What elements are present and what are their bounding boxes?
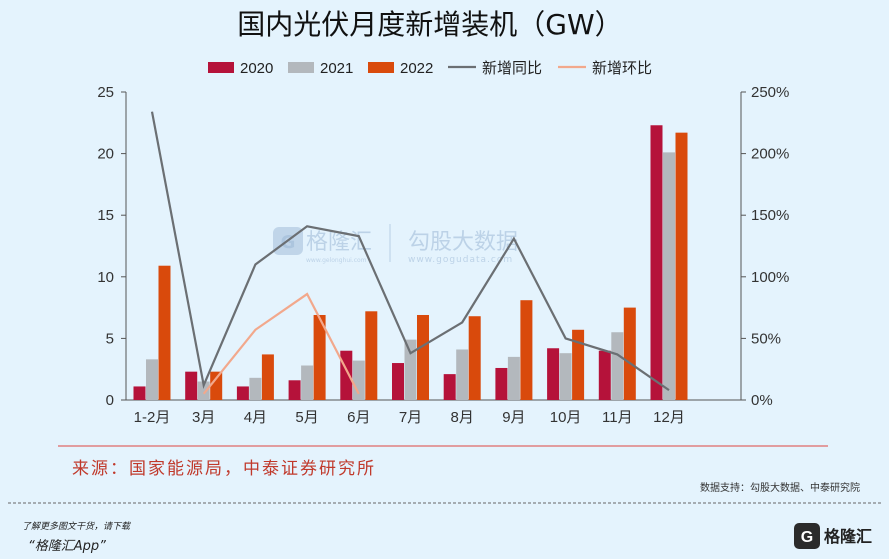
lines: [150, 111, 670, 395]
left-tick-label: 5: [106, 330, 114, 347]
left-tick-label: 0: [106, 392, 114, 409]
category-label: 7月: [399, 409, 422, 426]
bar-2021-8: [559, 353, 572, 400]
svg-text:G: G: [801, 529, 813, 546]
bar-2022-3: [313, 314, 326, 400]
bar-2022-10: [675, 132, 688, 400]
bar-2020-9: [598, 350, 611, 400]
bar-2021-0: [146, 359, 158, 400]
bar-2022-2: [261, 354, 274, 400]
watermark-brand2: 勾股大数据: [408, 230, 518, 255]
watermark: G 格隆汇 www.gelonghui.com 勾股大数据 www.goguda…: [273, 224, 518, 265]
bar-2021-1: [197, 381, 210, 400]
right-tick-label: 50%: [751, 330, 781, 347]
bar-2021-3: [301, 365, 314, 400]
right-axis-ticks: 0% 50% 100% 150% 200% 250%: [741, 84, 789, 409]
right-tick-label: 150%: [751, 207, 789, 224]
category-label: 9月: [502, 409, 525, 426]
category-label: 10月: [550, 409, 582, 426]
bar-2021-7: [507, 356, 520, 400]
bar-2022-9: [623, 307, 636, 400]
category-label: 11月: [602, 409, 633, 426]
category-label: 8月: [451, 409, 474, 426]
axes: [125, 92, 742, 401]
bar-2021-9: [611, 332, 624, 400]
bar-2022-5: [417, 314, 429, 400]
support-text: 数据支持：勾股大数据、中泰研究院: [700, 481, 860, 494]
bar-2020-1: [185, 371, 198, 400]
bar-2020-4: [340, 350, 353, 400]
svg-text:G: G: [281, 232, 296, 253]
legend-swatch: [208, 62, 234, 73]
footer-line2: “格隆汇App”: [28, 539, 106, 554]
right-tick-label: 250%: [751, 84, 789, 101]
left-tick-label: 20: [97, 146, 114, 163]
bar-2020-10: [650, 125, 663, 400]
right-tick-label: 200%: [751, 146, 789, 163]
bar-2020-2: [236, 386, 249, 400]
left-tick-label: 25: [97, 84, 114, 101]
footer-logo: G 格隆汇: [794, 523, 872, 549]
bar-2020-5: [392, 363, 404, 400]
bar-2022-0: [158, 265, 171, 400]
legend-label: 2020: [240, 60, 273, 77]
line-新增同比: [150, 111, 670, 392]
category-label: 1-2月: [134, 409, 171, 426]
category-label: 6月: [347, 409, 370, 426]
footer-brand: 格隆汇: [824, 527, 872, 546]
legend-swatch: [368, 62, 394, 73]
category-label: 5月: [295, 409, 318, 426]
left-axis-ticks: 0 5 10 15 20 25: [97, 84, 126, 409]
line-新增环比: [202, 292, 360, 395]
bar-2022-8: [572, 329, 585, 400]
legend-label: 新增环比: [592, 60, 652, 77]
legend-swatch: [288, 62, 314, 73]
left-tick-label: 10: [97, 269, 114, 286]
bar-2022-6: [468, 316, 481, 400]
bars: [133, 125, 688, 400]
chart-title: 国内光伏月度新增装机（GW）: [237, 8, 622, 41]
category-label: 12月: [653, 409, 685, 426]
category-labels: 1-2月 3月 4月 5月 6月 7月 8月 9月 10月 11月 12月: [134, 409, 685, 426]
right-tick-label: 100%: [751, 269, 789, 286]
bar-2020-3: [288, 380, 301, 400]
bar-2021-5: [404, 339, 417, 400]
gelonghui-logo-icon: [794, 523, 820, 549]
bar-2022-7: [520, 300, 533, 400]
legend: 2020 2021 2022 新增同比 新增环比: [208, 60, 652, 77]
bar-2022-1: [210, 371, 223, 400]
bar-2021-10: [663, 152, 675, 400]
legend-label: 新增同比: [482, 60, 542, 77]
bar-2020-7: [495, 367, 508, 400]
category-label: 4月: [244, 409, 267, 426]
bar-2021-6: [456, 349, 469, 400]
source-text: 来源：国家能源局，中泰证券研究所: [72, 459, 376, 479]
bar-2020-0: [133, 386, 146, 400]
left-tick-label: 15: [97, 207, 114, 224]
watermark-brand2-url: www.gogudata.com: [408, 255, 513, 265]
legend-label: 2021: [320, 60, 353, 77]
footer-line1: 了解更多图文干货，请下载: [22, 521, 131, 532]
bar-2021-4: [352, 360, 365, 400]
bar-2020-8: [547, 348, 560, 400]
bar-2022-4: [365, 311, 378, 400]
right-tick-label: 0%: [751, 392, 773, 409]
watermark-brand1-url: www.gelonghui.com: [306, 257, 367, 264]
bar-2021-2: [249, 377, 262, 400]
bar-2020-6: [443, 374, 456, 400]
category-label: 3月: [192, 409, 215, 426]
legend-label: 2022: [400, 60, 433, 77]
